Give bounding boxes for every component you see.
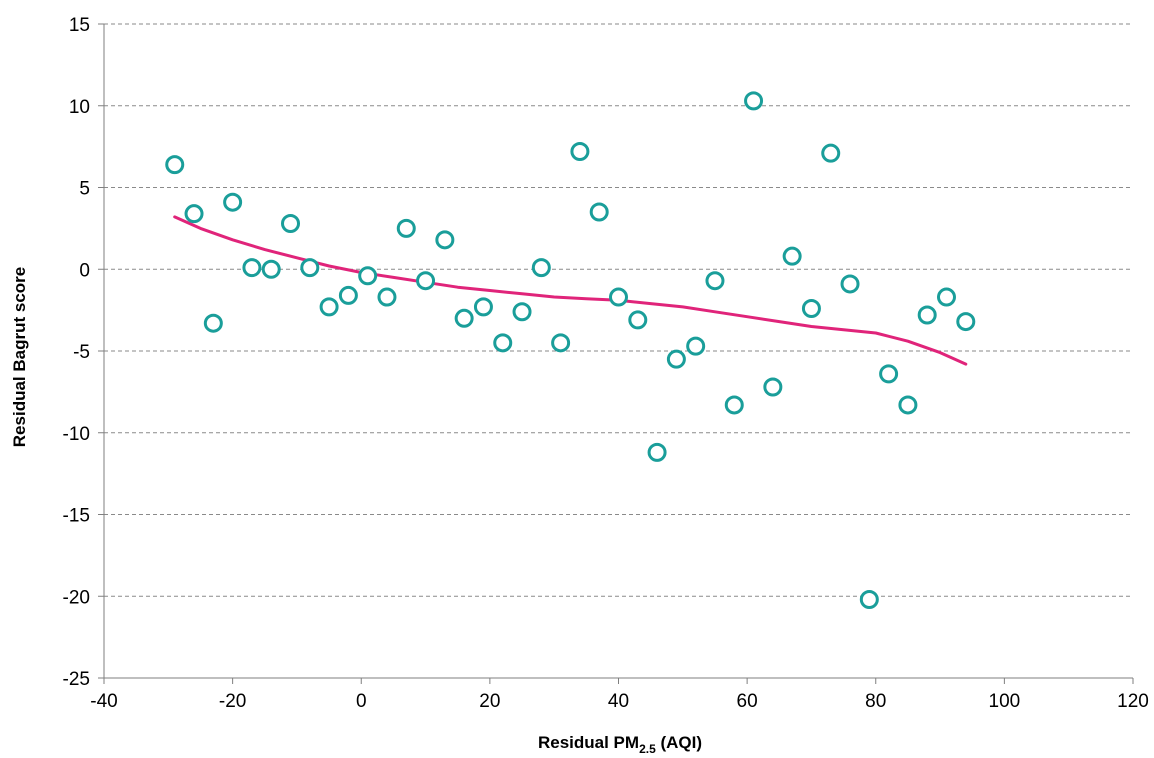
x-tick-label: -20	[219, 691, 246, 712]
data-point	[281, 213, 301, 233]
y-tick-label: 10	[69, 97, 90, 118]
x-axis-title-main: Residual PM	[538, 733, 639, 752]
data-point	[435, 230, 455, 250]
data-point	[338, 285, 358, 305]
data-point	[261, 259, 281, 279]
data-point	[782, 246, 802, 266]
tick-label-layer: -25 -20 -15 -10 -5 0 5 10 15 -40 -20 0 20 40 60 80 100 12…	[63, 15, 1149, 712]
x-tick-label: 0	[356, 691, 367, 712]
y-tick-label: 0	[79, 260, 90, 281]
data-point	[879, 364, 899, 384]
data-point	[551, 333, 571, 353]
data-point	[589, 202, 609, 222]
data-point	[396, 218, 416, 238]
data-point	[917, 305, 937, 325]
data-point	[647, 442, 667, 462]
data-point	[666, 349, 686, 369]
data-point	[165, 155, 185, 175]
data-point	[242, 258, 262, 278]
data-point	[493, 333, 513, 353]
x-axis-title-suffix: (AQI)	[656, 733, 702, 752]
data-point	[763, 377, 783, 397]
data-point	[801, 298, 821, 318]
grid-layer	[104, 23, 1133, 597]
x-axis-title-subscript: 2.5	[639, 742, 656, 753]
trend-line-layer	[173, 215, 968, 366]
y-tick-label: 15	[69, 15, 90, 36]
x-tick-label: 100	[989, 691, 1021, 712]
x-tick-label: 20	[479, 691, 500, 712]
y-axis-title: Residual Bagrut score	[10, 267, 29, 447]
data-point	[724, 395, 744, 415]
data-point	[358, 266, 378, 286]
data-point	[898, 395, 918, 415]
data-point	[859, 590, 879, 610]
axis-layer	[98, 23, 1134, 684]
data-point	[223, 192, 243, 212]
x-tick-label: 80	[865, 691, 886, 712]
y-tick-label: -5	[73, 342, 90, 363]
trend-line	[173, 215, 968, 366]
x-axis-title: Residual PM2.5 (AQI)	[538, 733, 702, 753]
data-point	[705, 271, 725, 291]
data-point	[512, 302, 532, 322]
y-tick-label: -15	[63, 506, 90, 527]
data-point	[840, 274, 860, 294]
data-point	[956, 312, 976, 332]
data-point	[686, 336, 706, 356]
data-point	[203, 313, 223, 333]
data-point	[609, 287, 628, 307]
data-point	[936, 287, 956, 307]
x-tick-label: 120	[1117, 691, 1149, 712]
data-point	[377, 287, 397, 307]
data-point	[744, 91, 764, 111]
data-point	[416, 271, 436, 291]
data-point	[454, 308, 474, 328]
x-tick-label: 40	[608, 691, 629, 712]
y-tick-label: -20	[63, 587, 90, 608]
data-point	[184, 204, 204, 224]
y-tick-label: 5	[79, 179, 90, 200]
x-tick-label: 60	[737, 691, 758, 712]
x-tick-label: -40	[90, 691, 117, 712]
y-tick-label: -10	[63, 424, 90, 445]
data-point	[628, 310, 648, 330]
data-point-layer	[165, 91, 976, 610]
data-point	[319, 297, 339, 317]
data-point	[570, 142, 590, 162]
data-point	[300, 258, 320, 278]
data-point	[473, 297, 493, 317]
data-point	[821, 143, 841, 163]
data-point	[531, 258, 551, 278]
y-tick-label: -25	[63, 669, 90, 690]
